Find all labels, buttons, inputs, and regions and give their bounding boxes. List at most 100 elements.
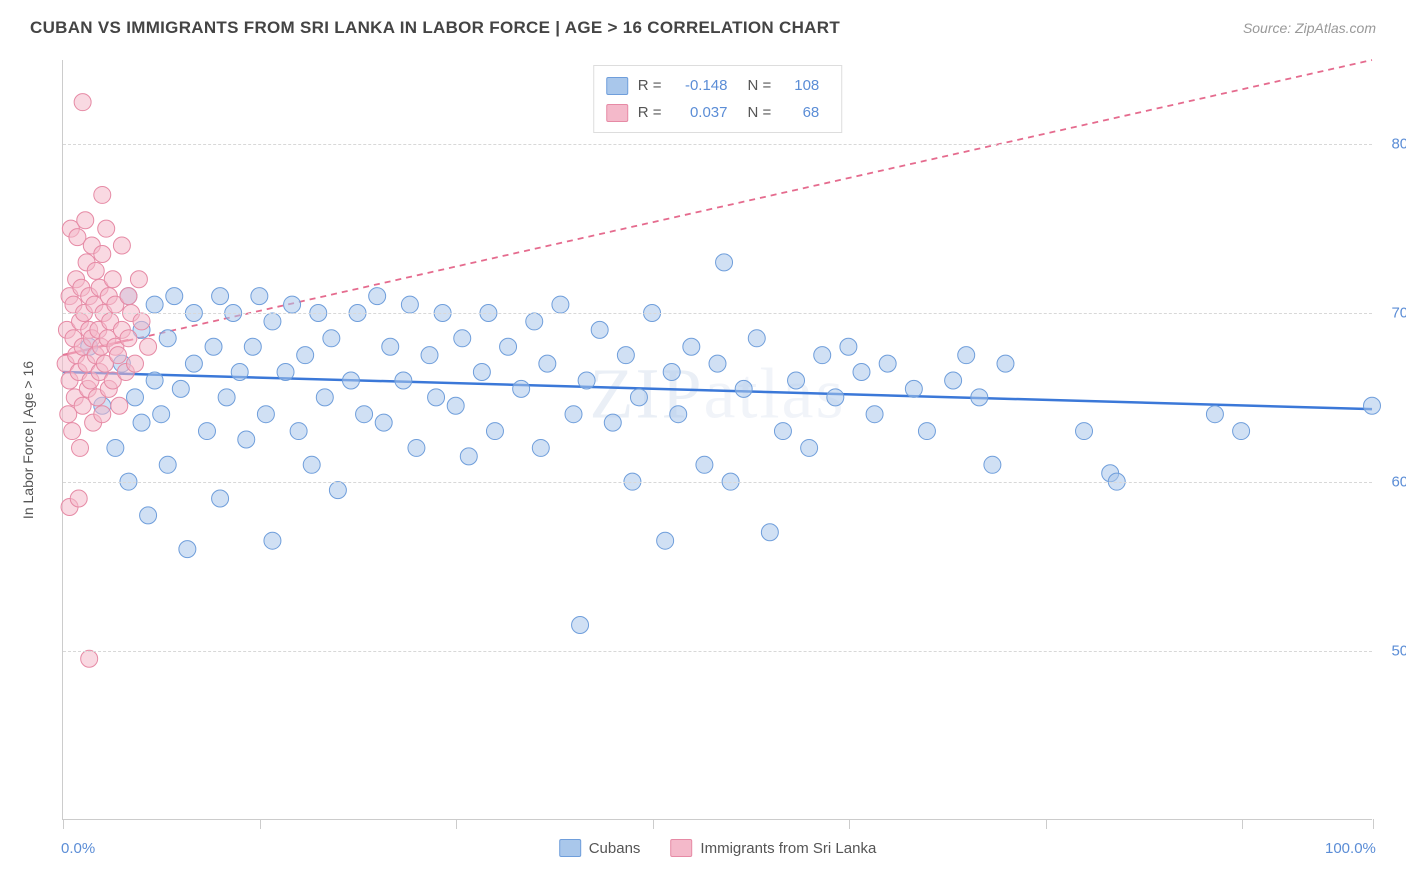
legend-n-label: N = xyxy=(748,99,772,126)
scatter-point xyxy=(604,414,621,431)
scatter-point xyxy=(284,296,301,313)
scatter-point xyxy=(375,414,392,431)
scatter-point xyxy=(1233,423,1250,440)
legend-r-value: -0.148 xyxy=(676,72,728,99)
x-tick xyxy=(1046,819,1047,829)
scatter-point xyxy=(120,330,137,347)
scatter-point xyxy=(81,650,98,667)
source-attribution: Source: ZipAtlas.com xyxy=(1243,20,1376,36)
y-axis-label: In Labor Force | Age > 16 xyxy=(20,360,36,518)
scatter-point xyxy=(198,423,215,440)
scatter-point xyxy=(447,397,464,414)
chart-container: In Labor Force | Age > 16 ZIPatlas R =-0… xyxy=(62,60,1372,820)
scatter-point xyxy=(945,372,962,389)
scatter-point xyxy=(827,389,844,406)
scatter-point xyxy=(369,288,386,305)
scatter-point xyxy=(111,397,128,414)
scatter-point xyxy=(382,338,399,355)
scatter-point xyxy=(735,380,752,397)
scatter-point xyxy=(212,490,229,507)
scatter-point xyxy=(1364,397,1381,414)
scatter-point xyxy=(1206,406,1223,423)
scatter-point xyxy=(356,406,373,423)
series-name: Immigrants from Sri Lanka xyxy=(700,840,876,857)
scatter-point xyxy=(218,389,235,406)
scatter-point xyxy=(329,482,346,499)
scatter-point xyxy=(98,220,115,237)
series-legend-item: Immigrants from Sri Lanka xyxy=(670,839,876,857)
gridline-h xyxy=(63,313,1372,314)
scatter-point xyxy=(578,372,595,389)
gridline-h xyxy=(63,482,1372,483)
correlation-legend: R =-0.148N =108R =0.037N =68 xyxy=(593,65,843,133)
series-legend-item: Cubans xyxy=(559,839,641,857)
scatter-point xyxy=(696,456,713,473)
scatter-point xyxy=(104,271,121,288)
scatter-point xyxy=(395,372,412,389)
scatter-point xyxy=(77,212,94,229)
y-tick-label: 60.0% xyxy=(1391,474,1406,491)
scatter-point xyxy=(971,389,988,406)
legend-swatch xyxy=(606,104,628,122)
scatter-point xyxy=(630,389,647,406)
scatter-point xyxy=(526,313,543,330)
scatter-point xyxy=(185,355,202,372)
scatter-point xyxy=(748,330,765,347)
scatter-point xyxy=(231,364,248,381)
scatter-point xyxy=(454,330,471,347)
scatter-point xyxy=(146,296,163,313)
scatter-point xyxy=(539,355,556,372)
scatter-point xyxy=(205,338,222,355)
scatter-point xyxy=(264,313,281,330)
scatter-point xyxy=(428,389,445,406)
gridline-h xyxy=(63,651,1372,652)
scatter-point xyxy=(421,347,438,364)
scatter-point xyxy=(879,355,896,372)
scatter-point xyxy=(70,490,87,507)
scatter-point xyxy=(774,423,791,440)
scatter-point xyxy=(94,186,111,203)
scatter-point xyxy=(94,406,111,423)
scatter-point xyxy=(166,288,183,305)
scatter-point xyxy=(984,456,1001,473)
scatter-point xyxy=(297,347,314,364)
scatter-point xyxy=(801,439,818,456)
scatter-point xyxy=(918,423,935,440)
scatter-point xyxy=(572,617,589,634)
scatter-point xyxy=(958,347,975,364)
legend-r-label: R = xyxy=(638,99,662,126)
y-tick-label: 80.0% xyxy=(1391,136,1406,153)
scatter-point xyxy=(159,330,176,347)
scatter-point xyxy=(814,347,831,364)
scatter-point xyxy=(552,296,569,313)
scatter-point xyxy=(565,406,582,423)
scatter-point xyxy=(866,406,883,423)
scatter-point xyxy=(120,288,137,305)
scatter-point xyxy=(788,372,805,389)
scatter-point xyxy=(532,439,549,456)
scatter-point xyxy=(716,254,733,271)
scatter-point xyxy=(460,448,477,465)
scatter-point xyxy=(109,347,126,364)
scatter-point xyxy=(264,532,281,549)
correlation-legend-row: R = -0.148 N = 108 xyxy=(606,72,830,99)
scatter-point xyxy=(323,330,340,347)
legend-r-value: 0.037 xyxy=(676,99,728,126)
legend-swatch xyxy=(606,77,628,95)
scatter-point xyxy=(146,372,163,389)
scatter-point xyxy=(663,364,680,381)
scatter-point xyxy=(277,364,294,381)
legend-n-value: 108 xyxy=(785,72,819,99)
scatter-point xyxy=(408,439,425,456)
scatter-point xyxy=(72,439,89,456)
x-tick-label: 100.0% xyxy=(1325,840,1376,857)
scatter-point xyxy=(133,313,150,330)
legend-n-label: N = xyxy=(748,72,772,99)
scatter-point xyxy=(303,456,320,473)
scatter-point xyxy=(997,355,1014,372)
scatter-point xyxy=(257,406,274,423)
legend-r-label: R = xyxy=(638,72,662,99)
scatter-point xyxy=(113,237,130,254)
series-name: Cubans xyxy=(589,840,641,857)
scatter-point xyxy=(290,423,307,440)
